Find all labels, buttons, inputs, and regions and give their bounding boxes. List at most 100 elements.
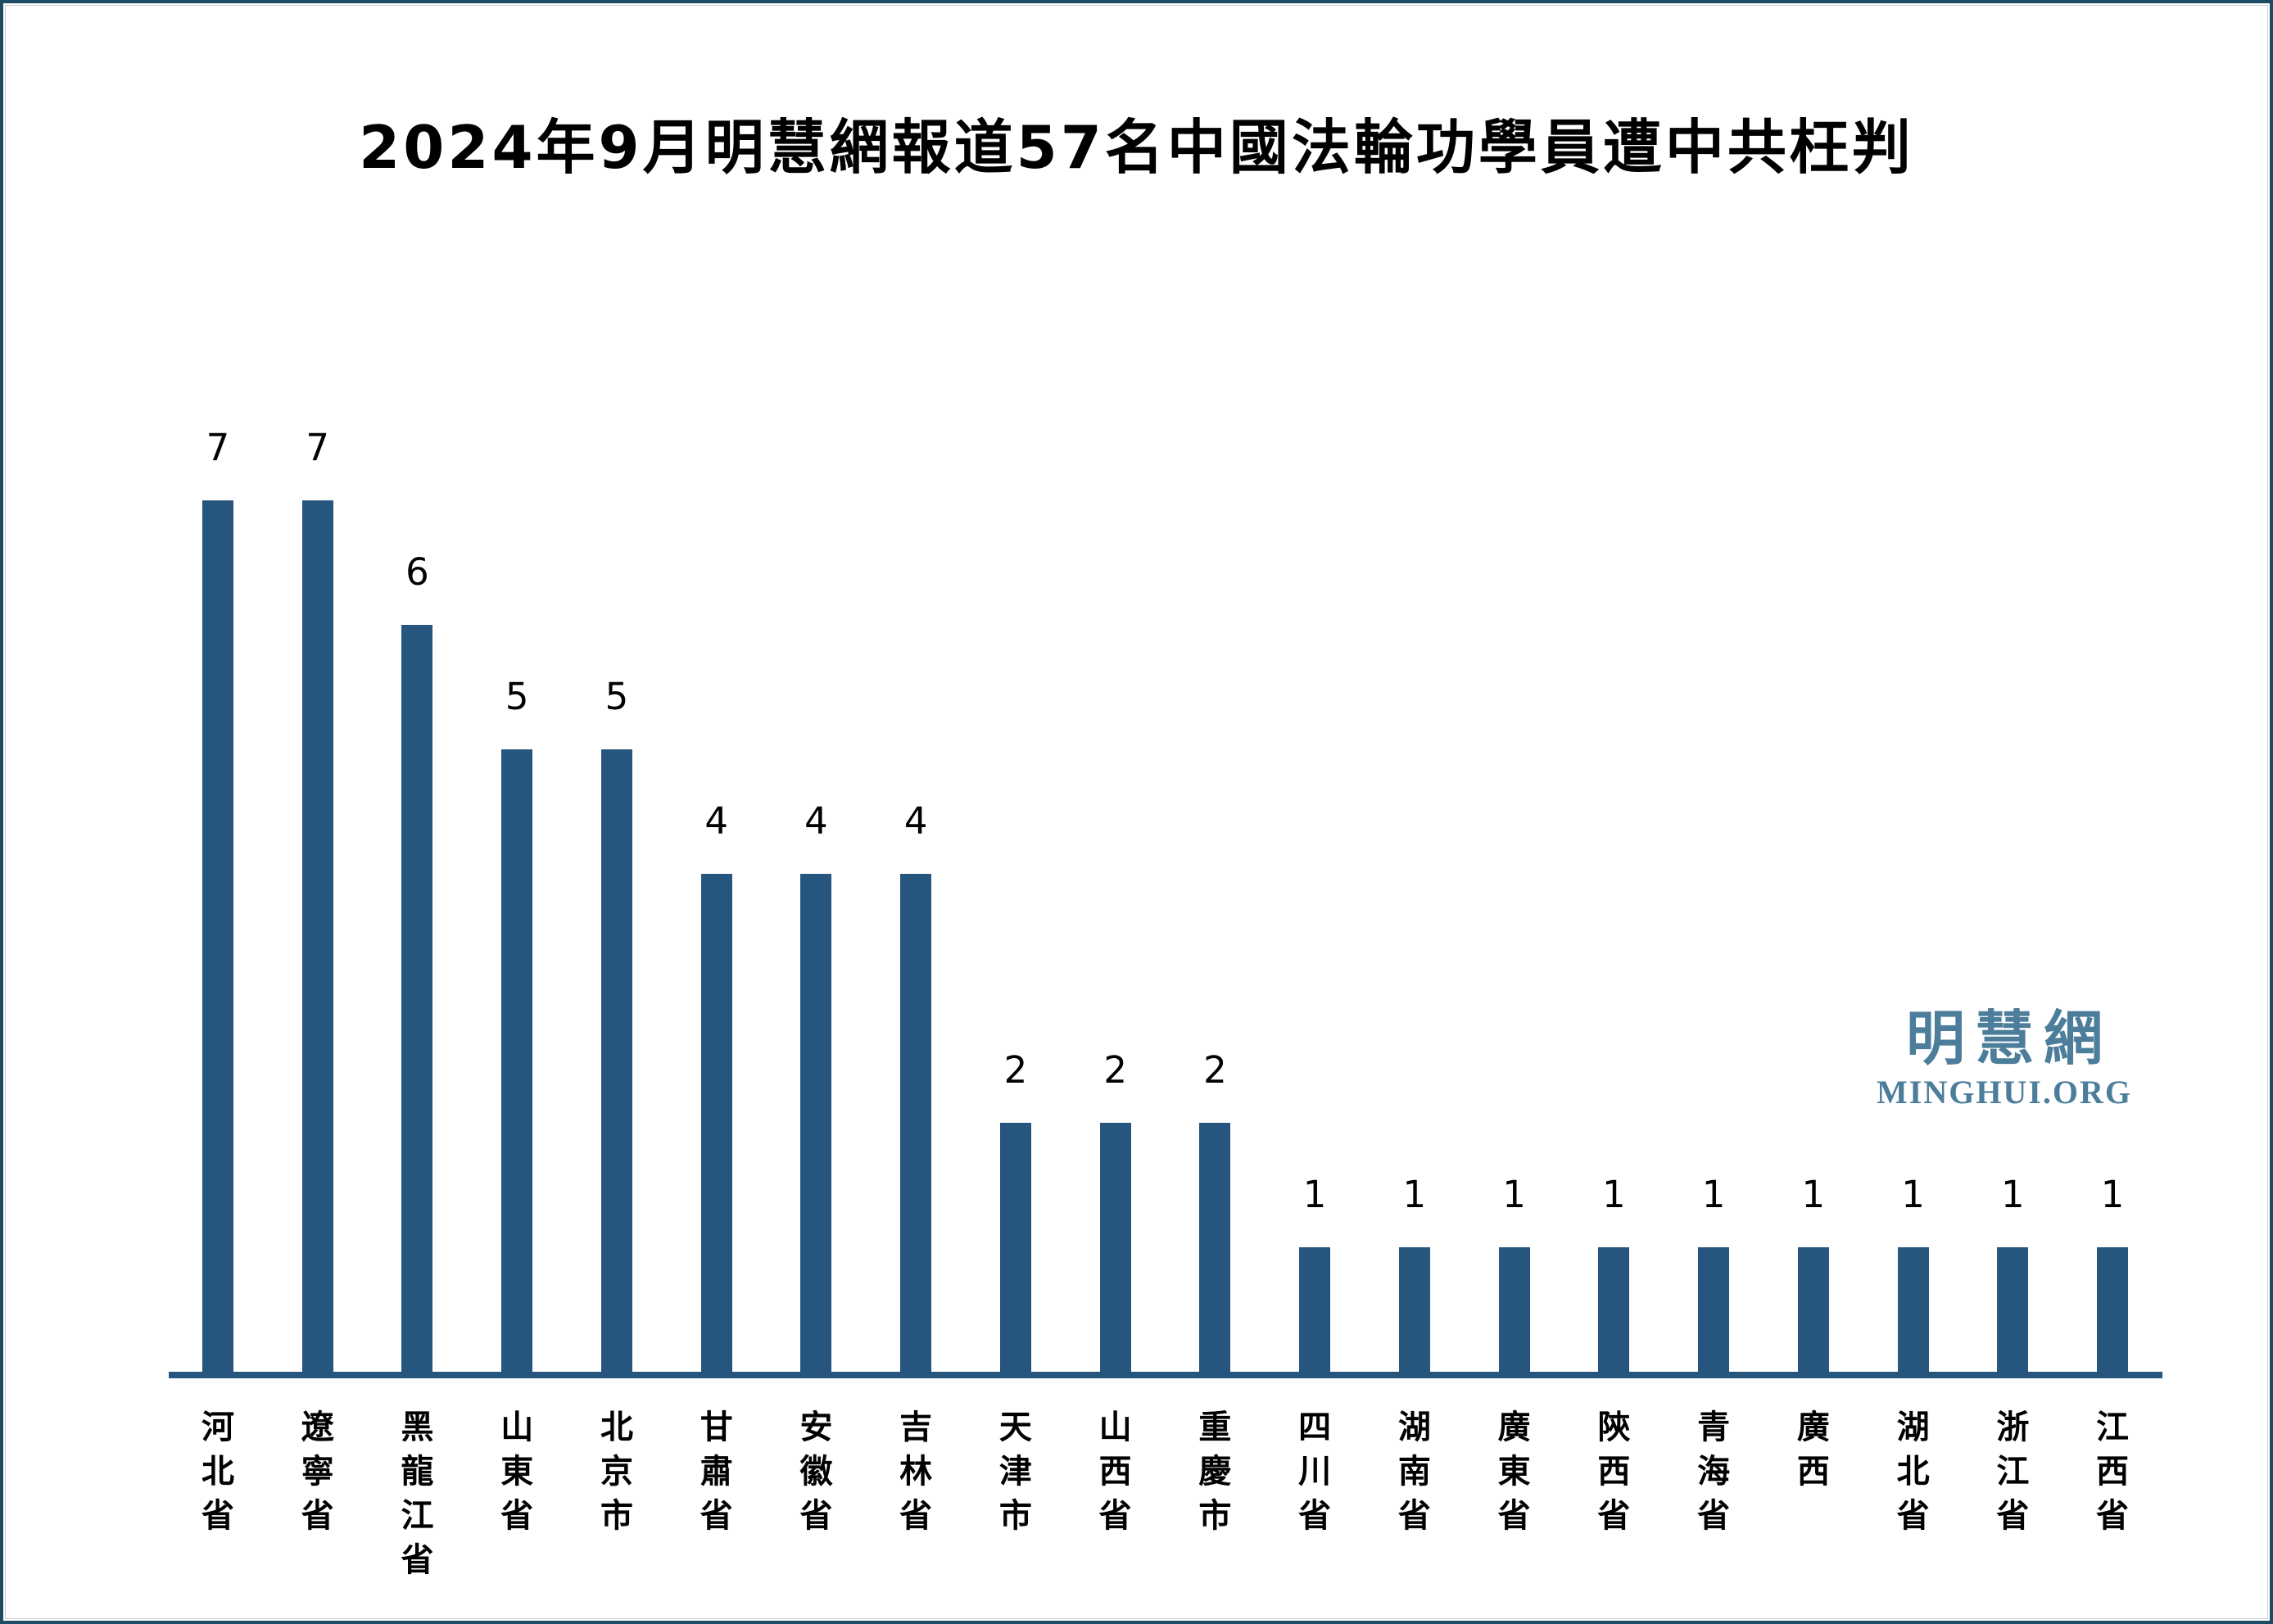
x-axis-label: 廣東省 <box>1465 1405 1564 1538</box>
x-axis-label: 江西省 <box>2062 1405 2162 1538</box>
x-axis-label-char: 林 <box>899 1453 933 1491</box>
x-axis-label-char: 甘 <box>700 1409 733 1446</box>
bar <box>1797 1247 1829 1372</box>
x-axis-label-char: 重 <box>1198 1409 1232 1446</box>
x-axis-label: 吉林省 <box>866 1405 966 1538</box>
x-axis-label-char: 海 <box>1697 1453 1731 1491</box>
x-axis-label-char: 陝 <box>1597 1409 1631 1446</box>
x-axis-label-char: 肅 <box>700 1453 733 1491</box>
x-axis-label-char: 四 <box>1298 1409 1332 1446</box>
bar <box>700 874 732 1372</box>
bar <box>1698 1247 1730 1372</box>
bar-value-label: 1 <box>1302 1173 1327 1216</box>
bar <box>1099 1123 1131 1372</box>
x-axis-label-char: 湖 <box>1896 1409 1930 1446</box>
x-axis-label-char: 徽 <box>799 1453 833 1491</box>
x-axis-label-char: 省 <box>1996 1497 2030 1535</box>
x-axis-label-char: 省 <box>799 1497 833 1535</box>
bar <box>501 749 533 1372</box>
bar-value-label: 1 <box>1701 1173 1726 1216</box>
bar-value-label: 2 <box>1003 1048 1028 1092</box>
x-axis-line <box>169 1372 2162 1378</box>
x-axis-label-char: 省 <box>1597 1497 1631 1535</box>
x-axis-label-char: 西 <box>1098 1453 1132 1491</box>
bar-value-label: 7 <box>306 426 330 469</box>
x-axis-label-char: 湖 <box>1397 1409 1431 1446</box>
bar-value-label: 4 <box>804 799 828 843</box>
x-axis-label-char: 省 <box>1098 1497 1132 1535</box>
x-axis-label: 黑龍江省 <box>367 1405 467 1582</box>
x-axis-label-char: 省 <box>1697 1497 1731 1535</box>
watermark: 明慧網 MINGHUI.ORG <box>1759 1004 2250 1112</box>
bar <box>1498 1247 1530 1372</box>
x-axis-label-char: 廣 <box>1796 1409 1830 1446</box>
bar <box>999 1123 1031 1372</box>
x-axis-label-char: 天 <box>998 1409 1032 1446</box>
bar-value-label: 2 <box>1103 1048 1127 1092</box>
x-axis-label-char: 北 <box>201 1453 234 1491</box>
x-axis-label: 重慶市 <box>1165 1405 1265 1538</box>
x-axis-label-char: 山 <box>1098 1409 1132 1446</box>
bar-value-label: 7 <box>206 426 230 469</box>
x-axis-label: 安徽省 <box>766 1405 866 1538</box>
x-axis-label: 湖南省 <box>1365 1405 1465 1538</box>
x-axis-label-char: 省 <box>1497 1497 1531 1535</box>
x-axis-label-char: 山 <box>500 1409 534 1446</box>
bar-value-label: 5 <box>604 675 629 718</box>
x-axis-label: 天津市 <box>966 1405 1066 1538</box>
x-axis-label: 山西省 <box>1066 1405 1166 1538</box>
bar-value-label: 1 <box>1602 1173 1626 1216</box>
x-axis-label-char: 省 <box>500 1497 534 1535</box>
x-axis-label: 山東省 <box>467 1405 567 1538</box>
x-axis-label-char: 西 <box>1796 1453 1830 1491</box>
x-axis-label-char: 北 <box>600 1409 633 1446</box>
x-axis-label-char: 川 <box>1298 1453 1332 1491</box>
x-axis-label-char: 東 <box>500 1453 534 1491</box>
bar-value-label: 1 <box>1801 1173 1826 1216</box>
bar <box>800 874 832 1372</box>
x-axis-label: 遼寧省 <box>268 1405 368 1538</box>
watermark-minghui-url: MINGHUI.ORG <box>1877 1074 2132 1111</box>
bar <box>301 500 333 1372</box>
x-axis-label: 陝西省 <box>1564 1405 1664 1538</box>
x-axis-label-char: 江 <box>401 1497 434 1535</box>
x-axis-label: 河北省 <box>168 1405 268 1538</box>
x-axis-label-char: 江 <box>2096 1409 2130 1446</box>
x-axis-label: 浙江省 <box>1963 1405 2062 1538</box>
x-axis-label-char: 浙 <box>1996 1409 2030 1446</box>
watermark-minghui-cjk: 明慧網 <box>1905 1004 2112 1073</box>
x-axis-label-char: 省 <box>2096 1497 2130 1535</box>
bar <box>1598 1247 1630 1372</box>
bar <box>1199 1123 1231 1372</box>
bar-value-label: 4 <box>704 799 728 843</box>
bar <box>1997 1247 2029 1372</box>
bar-value-label: 5 <box>505 675 529 718</box>
x-axis-label-char: 市 <box>1198 1497 1232 1535</box>
x-axis-label-char: 省 <box>401 1541 434 1579</box>
x-axis-label: 甘肅省 <box>667 1405 767 1538</box>
x-axis-label: 四川省 <box>1265 1405 1365 1538</box>
x-axis-label-char: 市 <box>600 1497 633 1535</box>
x-axis-label-char: 青 <box>1697 1409 1731 1446</box>
x-axis-label-char: 京 <box>600 1453 633 1491</box>
bar-value-label: 1 <box>2000 1173 2025 1216</box>
x-axis-label-char: 河 <box>201 1409 234 1446</box>
x-axis-label-char: 江 <box>1996 1453 2030 1491</box>
bar-value-label: 1 <box>1901 1173 1925 1216</box>
x-axis-label-char: 南 <box>1397 1453 1431 1491</box>
x-axis-label-char: 省 <box>899 1497 933 1535</box>
x-axis-label-char: 省 <box>301 1497 334 1535</box>
bar-value-label: 6 <box>405 550 429 594</box>
x-axis-label-char: 省 <box>1397 1497 1431 1535</box>
bar-value-label: 4 <box>903 799 928 843</box>
x-axis-label-char: 省 <box>700 1497 733 1535</box>
bar-value-label: 1 <box>1502 1173 1526 1216</box>
x-axis-label-char: 吉 <box>899 1409 933 1446</box>
bar <box>600 749 632 1372</box>
x-axis-label-char: 廣 <box>1497 1409 1531 1446</box>
chart-title: 2024年9月明慧網報道57名中國法輪功學員遭中共枉判 <box>359 113 1914 182</box>
x-axis-label-char: 慶 <box>1198 1453 1232 1491</box>
bar <box>2097 1247 2129 1372</box>
x-axis-label: 青海省 <box>1664 1405 1764 1538</box>
